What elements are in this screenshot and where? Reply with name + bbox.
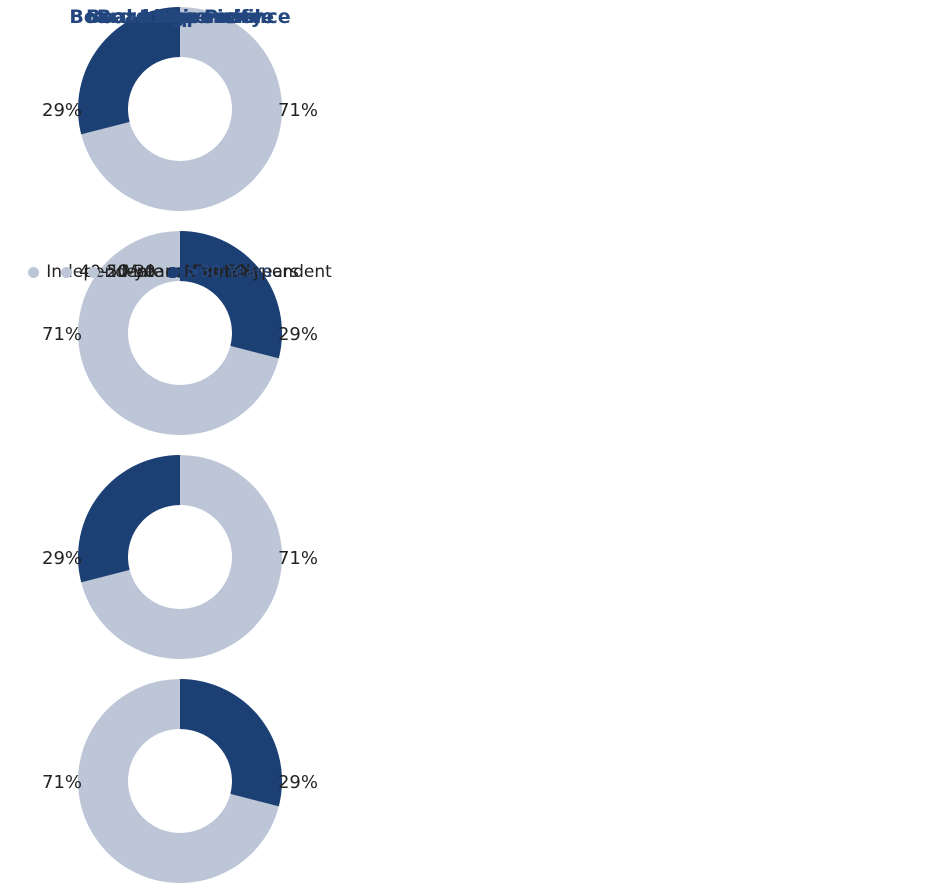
chart-panel: Board Age Profile 71% 29% 40-50 years >50 ye… [0,6,932,672]
value-label: 71% [42,324,82,345]
legend-dot [28,266,40,278]
legend-label: >30 Years [185,262,272,282]
value-label: 29% [278,324,318,345]
legend-item: Male [105,262,163,282]
legend-item: >30 Years [167,262,272,282]
donut-segment [77,231,279,435]
legend-item: Independent [28,262,154,282]
legend-item: >50 years [192,262,299,282]
value-label: 29% [42,548,82,569]
legend-label: Non-Independent [183,262,332,282]
donut-segment [77,455,180,583]
legend-dot [105,266,117,278]
value-label: 29% [42,100,82,121]
chart-title: Board Diversity [96,6,264,28]
donut-segment [81,7,283,211]
legend-label: Independent [46,262,154,282]
legend: 40-50 years >50 years [0,262,380,282]
legend-dot [61,266,73,278]
donut: 71% 29% [42,455,318,659]
legend-item: 20-30 [88,262,156,282]
legend-label: 20-30 [106,262,156,282]
legend-dot [175,266,187,278]
donut-segment [180,679,282,807]
legend-item: Female [175,262,255,282]
chart-panel: Board Experience 71% 29% 20-30 >30 Years [0,6,932,896]
legend-label: >50 years [210,262,299,282]
donut: 71% 29% [42,7,318,211]
legend: 20-30 >30 Years [0,262,380,282]
chart-title: Board Age Profile [86,6,274,28]
value-label: 71% [42,772,82,793]
chart-panel: Board Diversity 71% 29% Male Female [0,0,932,282]
chart-panel: Board Independence 71% 29% Independent Non-I… [0,6,932,448]
legend-label: Male [123,262,164,282]
legend-dot [192,266,204,278]
donut-segment [77,7,180,135]
chart-title: Board Independence [69,6,291,28]
legend-label: Female [193,262,255,282]
donut: 71% 29% [42,679,318,883]
legend-label: 40-50 years [79,262,181,282]
value-label: 29% [278,772,318,793]
donut-segment [180,231,282,359]
donut: 71% 29% [42,231,318,435]
legend: Male Female [0,262,380,282]
value-label: 71% [278,548,318,569]
legend-dot [88,266,100,278]
chart-title: Board Experience [85,6,275,28]
legend-dot [167,266,179,278]
value-label: 71% [278,100,318,121]
legend-item: 40-50 years [61,262,181,282]
